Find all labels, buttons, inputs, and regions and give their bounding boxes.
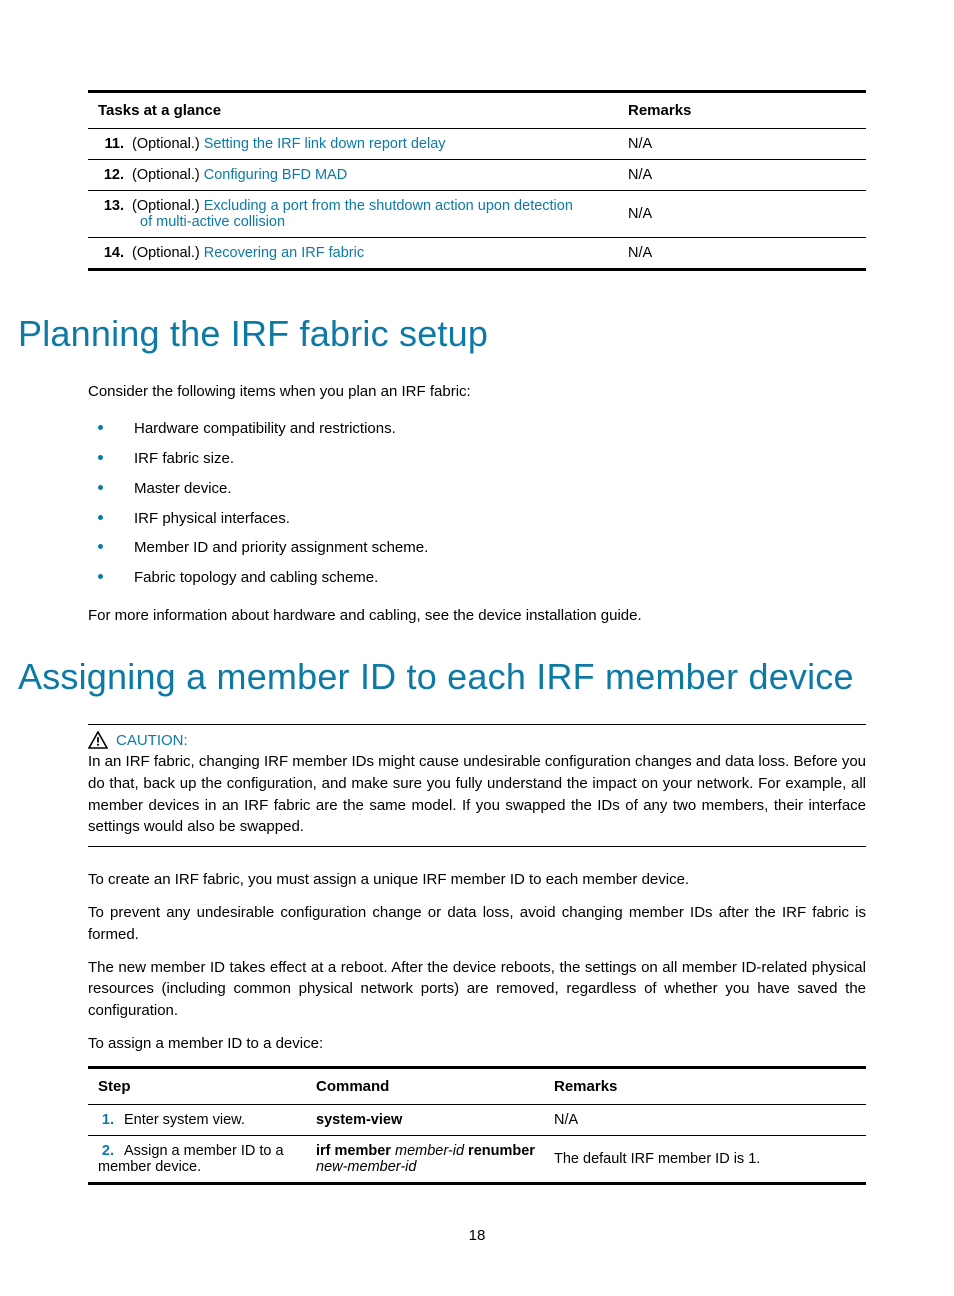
list-item: IRF physical interfaces. [88,504,866,534]
link[interactable]: Excluding a port from the shutdown actio… [204,198,573,214]
table-row: 11.(Optional.) Setting the IRF link down… [88,129,618,160]
para-c: The new member ID takes effect at a rebo… [88,957,866,1021]
step-cell: 2.Assign a member ID to a member device. [88,1136,306,1184]
link[interactable]: Configuring BFD MAD [204,167,347,183]
step-header: Step [88,1068,306,1105]
table-row: 13.(Optional.) Excluding a port from the… [88,191,618,238]
list-item: Master device. [88,474,866,504]
command-cell: irf member member-id renumbernew-member-… [306,1136,544,1184]
remarks-header: Remarks [618,92,866,129]
caution-text: In an IRF fabric, changing IRF member ID… [88,751,866,838]
heading-planning: Planning the IRF fabric setup [18,313,866,355]
link[interactable]: Setting the IRF link down report delay [204,136,446,152]
intro-text: Consider the following items when you pl… [88,381,866,402]
list-item: Hardware compatibility and restrictions. [88,414,866,444]
page-number: 18 [0,1227,954,1244]
tasks-header: Tasks at a glance [88,92,618,129]
caution-icon [88,731,110,749]
list-item: IRF fabric size. [88,444,866,474]
remarks-cell: N/A [618,238,866,270]
bullet-list: Hardware compatibility and restrictions.… [88,414,866,593]
caution-label: CAUTION: [116,732,188,749]
remarks-cell: N/A [618,191,866,238]
remarks-cell: N/A [544,1105,866,1136]
para-d: To assign a member ID to a device: [88,1033,866,1054]
remarks-cell: N/A [618,129,866,160]
link[interactable]: of multi-active collision [140,214,610,230]
para-b: To prevent any undesirable configuration… [88,902,866,945]
link[interactable]: Recovering an IRF fabric [204,245,364,261]
command-cell: system-view [306,1105,544,1136]
para-a: To create an IRF fabric, you must assign… [88,869,866,890]
after-bullets: For more information about hardware and … [88,605,866,626]
table-row: 12.(Optional.) Configuring BFD MAD [88,160,618,191]
steps-table: Step Command Remarks 1.Enter system view… [88,1066,866,1185]
remarks-cell: N/A [618,160,866,191]
table-row: 14.(Optional.) Recovering an IRF fabric [88,238,618,270]
list-item: Fabric topology and cabling scheme. [88,563,866,593]
step-cell: 1.Enter system view. [88,1105,306,1136]
caution-box: CAUTION: In an IRF fabric, changing IRF … [88,724,866,847]
list-item: Member ID and priority assignment scheme… [88,533,866,563]
tasks-table: Tasks at a glance Remarks 11.(Optional.)… [88,90,866,271]
command-header: Command [306,1068,544,1105]
remarks-header-2: Remarks [544,1068,866,1105]
remarks-cell: The default IRF member ID is 1. [544,1136,866,1184]
heading-assigning: Assigning a member ID to each IRF member… [18,656,866,698]
